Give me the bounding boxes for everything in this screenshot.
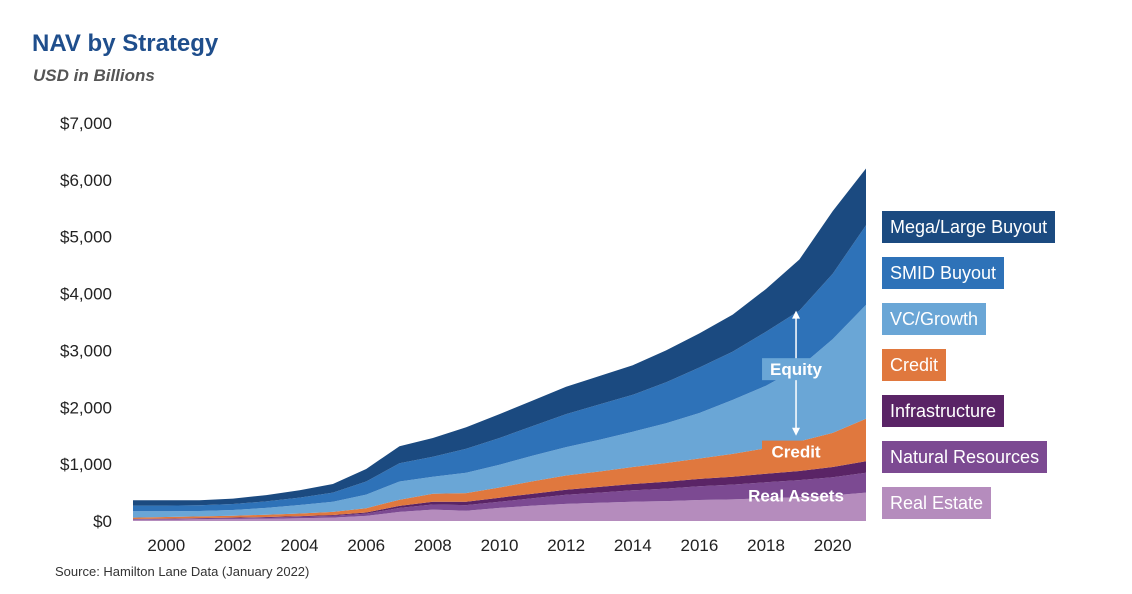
source-note: Source: Hamilton Lane Data (January 2022…: [55, 564, 310, 579]
legend-label: Natural Resources: [882, 441, 1048, 473]
area-real-estate: [133, 492, 866, 521]
legend-item: SMID Buyout: [882, 257, 1112, 289]
annotation-equity: Equity: [770, 360, 822, 379]
legend-item: Mega/Large Buyout: [882, 211, 1112, 243]
legend-item: VC/Growth: [882, 303, 1112, 335]
legend-item: Infrastructure: [882, 395, 1112, 427]
y-axis-ticks: $0 $1,000 $2,000 $3,000 $4,000 $5,000 $6,000 $7…: [60, 114, 112, 531]
x-tick-label: 2006: [347, 536, 385, 555]
equity-arrow-head-up: [792, 310, 801, 319]
chart-title: NAV by Strategy: [32, 30, 219, 57]
x-tick-label: 2020: [814, 536, 852, 555]
legend-label: Infrastructure: [882, 395, 1005, 427]
y-tick-label: $0: [93, 512, 112, 531]
chart-subtitle: USD in Billions: [33, 66, 155, 85]
area-smid-buyout: [133, 225, 866, 512]
legend-label: Credit: [882, 349, 947, 381]
x-axis-ticks: 2000 2002 2004 2006 2008 2010 2012 2014 2016 2018…: [147, 536, 851, 555]
area-natural-resources: [133, 472, 866, 520]
x-tick-label: 2018: [747, 536, 785, 555]
y-tick-label: $4,000: [60, 285, 112, 304]
legend-label: Real Estate: [882, 487, 992, 519]
y-tick-label: $3,000: [60, 341, 112, 360]
y-tick-label: $6,000: [60, 171, 112, 190]
x-tick-label: 2010: [481, 536, 519, 555]
legend-item: Real Estate: [882, 487, 1112, 519]
legend-label: SMID Buyout: [882, 257, 1005, 289]
annotation-backdrop: [762, 440, 831, 463]
annotation-backdrop: [762, 358, 831, 381]
area-vc-growth: [133, 304, 866, 518]
x-tick-label: 2004: [281, 536, 319, 555]
x-tick-label: 2002: [214, 536, 252, 555]
chart-areas: [133, 168, 866, 521]
annotation-real-assets: Real Assets: [748, 486, 844, 505]
x-tick-label: 2000: [147, 536, 185, 555]
area-mega-large-buyout: [133, 168, 866, 506]
legend-item: Natural Resources: [882, 441, 1112, 473]
y-tick-label: $1,000: [60, 455, 112, 474]
legend-item: Credit: [882, 349, 1112, 381]
x-tick-label: 2012: [547, 536, 585, 555]
y-tick-label: $7,000: [60, 114, 112, 133]
y-tick-label: $2,000: [60, 398, 112, 417]
equity-arrow-head-down: [792, 427, 801, 436]
legend-label: VC/Growth: [882, 303, 987, 335]
area-credit: [133, 418, 866, 519]
x-tick-label: 2014: [614, 536, 652, 555]
x-tick-label: 2008: [414, 536, 452, 555]
annotation-credit: Credit: [771, 443, 820, 462]
legend-label: Mega/Large Buyout: [882, 211, 1056, 243]
y-tick-label: $5,000: [60, 228, 112, 247]
legend: Mega/Large Buyout SMID Buyout VC/Growth Cre…: [882, 211, 1112, 533]
chart-annotations: Equity Credit Real Assets: [748, 310, 844, 505]
x-tick-label: 2016: [680, 536, 718, 555]
